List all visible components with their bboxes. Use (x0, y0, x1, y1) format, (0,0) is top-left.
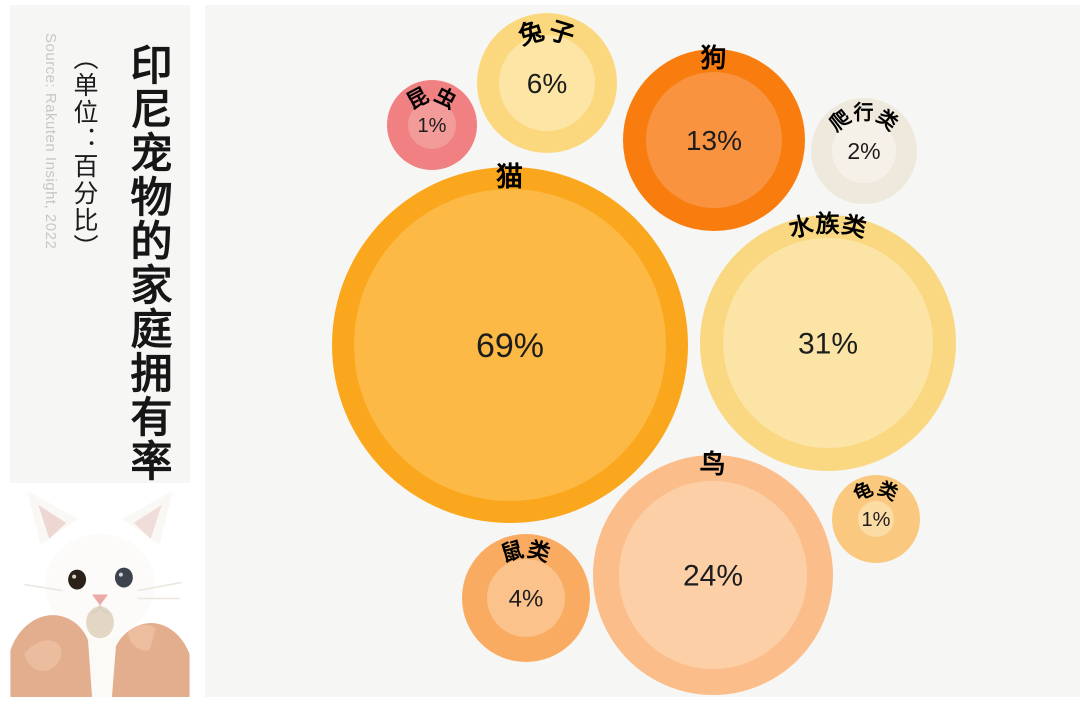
hand-left-thumb (24, 640, 62, 671)
bubble-turtle: 龟类1% (832, 475, 920, 563)
bubble-bird: 鸟 24% (593, 449, 833, 695)
cat-head (45, 533, 155, 638)
bubble-rabbit-fill (499, 35, 595, 131)
bubble-chart-panel: 猫 69% 水族类 31% 鸟 24% 狗 13% 兔子 6% 鼠类 4% 爬行类 2% 昆虫 1% 龟类 1% (205, 5, 1080, 697)
bubble-aquatic: 水族类 31% (700, 210, 956, 471)
unit-note: （单位：百分比） (70, 45, 98, 261)
source-attribution: Source: Rakuten Insight, 2022 (42, 33, 59, 250)
cat-illustration (10, 490, 190, 697)
cat-eye-glint-right (118, 572, 123, 577)
page-title: 印尼宠物的家庭拥有率 (125, 43, 172, 483)
bubble-cat-fill (354, 189, 666, 501)
bubble-rodent: 鼠类4% (462, 534, 590, 662)
cat-ear-left-inner (38, 504, 67, 539)
bubble-aquatic-fill (723, 238, 933, 448)
bubble-bird-fill (619, 481, 807, 669)
bubble-cat-label: 猫 (496, 162, 524, 192)
bubble-reptile-value: 2% (847, 138, 880, 164)
bubble-dog-value: 13% (686, 125, 742, 156)
cat-ear-right-inner (133, 504, 162, 539)
bubble-aquatic-label: 水族类 (786, 210, 869, 243)
bubble-rodent-fill (487, 559, 565, 637)
sidebar: 印尼宠物的家庭拥有率 （单位：百分比） Source: Rakuten Insi… (10, 5, 190, 697)
cat-mouth (90, 605, 110, 615)
bubble-insect-value: 1% (418, 115, 447, 137)
cat-photo (10, 483, 190, 697)
bubble-bird-label: 鸟 (699, 449, 726, 479)
bubble-rodent-value: 4% (509, 585, 544, 612)
bubble-rabbit: 兔子6% (477, 13, 617, 153)
bubble-turtle-value: 1% (862, 509, 891, 531)
cat-nose (92, 594, 108, 606)
bubble-cat-value: 69% (476, 327, 544, 365)
bubble-aquatic-value: 31% (798, 328, 858, 361)
bubble-dog-fill (646, 72, 782, 208)
cat-chin-shadow (86, 606, 114, 639)
cat-eye-left (68, 569, 87, 590)
bubble-rabbit-value: 6% (527, 68, 567, 99)
bubble-turtle-fill (858, 501, 894, 537)
bubble-insect-fill (408, 101, 456, 149)
hand-right-fingers (127, 624, 156, 651)
bubble-reptile-fill (832, 119, 896, 183)
cat-eye-glint-left (72, 574, 77, 579)
bubble-dog: 狗 13% (623, 43, 805, 231)
bubble-bird-value: 24% (683, 560, 743, 593)
bubble-cat: 猫 69% (332, 162, 688, 523)
cat-whiskers (24, 581, 182, 600)
cat-eye-right (114, 567, 133, 588)
bubble-insect: 昆虫1% (387, 80, 477, 170)
bubble-dog-label: 狗 (700, 43, 727, 73)
